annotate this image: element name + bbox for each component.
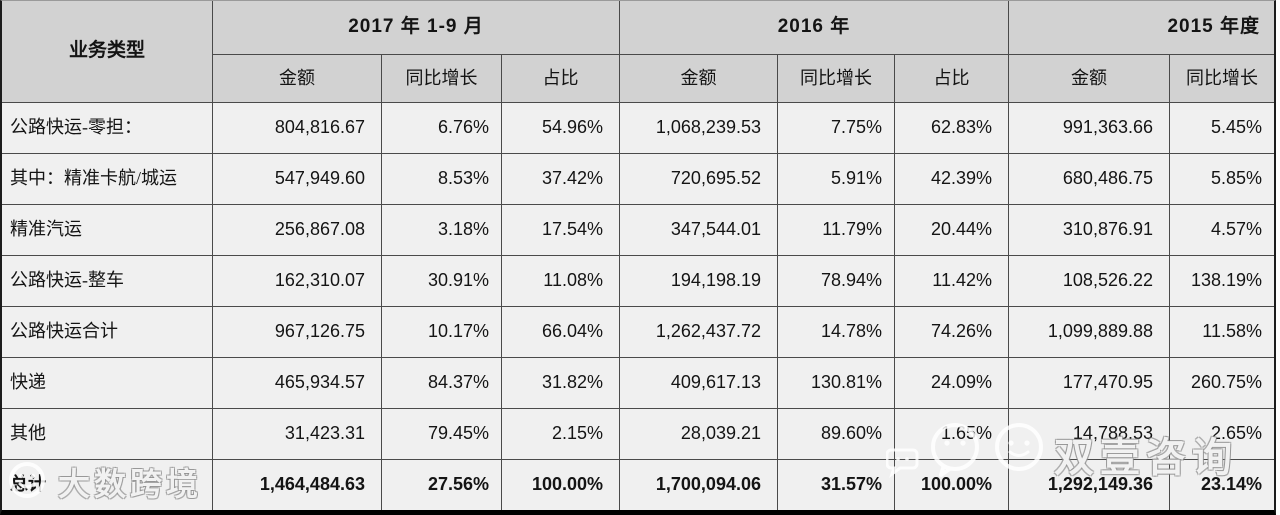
table-cell: 409,617.13: [620, 358, 778, 409]
col-header-2017-amount: 金额: [213, 55, 382, 103]
table-cell: 547,949.60: [213, 154, 382, 205]
table-cell: 680,486.75: [1009, 154, 1170, 205]
table-cell: 260.75%: [1170, 358, 1274, 409]
table-cell: 20.44%: [895, 205, 1009, 256]
table-cell: 84.37%: [382, 358, 502, 409]
table-cell: 10.17%: [382, 307, 502, 358]
table-cell: 17.54%: [502, 205, 620, 256]
table-cell: 24.09%: [895, 358, 1009, 409]
table-cell: 720,695.52: [620, 154, 778, 205]
table-cell: 1,099,889.88: [1009, 307, 1170, 358]
table-cell: 7.75%: [778, 103, 895, 154]
table-cell: 89.60%: [778, 409, 895, 460]
table-cell: 130.81%: [778, 358, 895, 409]
group-header-2017: 2017 年 1-9 月: [213, 1, 620, 55]
table-cell: 11.42%: [895, 256, 1009, 307]
table-cell: 14.78%: [778, 307, 895, 358]
col-header-2015-amount: 金额: [1009, 55, 1170, 103]
table-cell: 27.56%: [382, 460, 502, 510]
row-label: 公路快运-整车: [2, 256, 213, 307]
table-cell: 30.91%: [382, 256, 502, 307]
table-cell: 5.91%: [778, 154, 895, 205]
table-cell: 3.18%: [382, 205, 502, 256]
table-cell: 2.15%: [502, 409, 620, 460]
table-cell: 967,126.75: [213, 307, 382, 358]
table-cell: 66.04%: [502, 307, 620, 358]
table-cell: 4.57%: [1170, 205, 1274, 256]
table-cell: 177,470.95: [1009, 358, 1170, 409]
table-cell: 1,262,437.72: [620, 307, 778, 358]
table-cell: 37.42%: [502, 154, 620, 205]
table-cell: 5.85%: [1170, 154, 1274, 205]
row-label-total: 总计: [2, 460, 213, 510]
col-header-2017-share: 占比: [502, 55, 620, 103]
table-cell: 14,788.53: [1009, 409, 1170, 460]
table-cell: 1,700,094.06: [620, 460, 778, 510]
table-cell: 162,310.07: [213, 256, 382, 307]
row-label: 其他: [2, 409, 213, 460]
table-cell: 310,876.91: [1009, 205, 1170, 256]
table-cell: 100.00%: [502, 460, 620, 510]
table-cell: 31,423.31: [213, 409, 382, 460]
table-cell: 11.58%: [1170, 307, 1274, 358]
table-cell: 6.76%: [382, 103, 502, 154]
row-label: 公路快运合计: [2, 307, 213, 358]
table-cell: 11.08%: [502, 256, 620, 307]
table-cell: 54.96%: [502, 103, 620, 154]
table-cell: 11.79%: [778, 205, 895, 256]
row-label: 精准汽运: [2, 205, 213, 256]
table-cell: 804,816.67: [213, 103, 382, 154]
table-cell: 2.65%: [1170, 409, 1274, 460]
table-cell: 31.82%: [502, 358, 620, 409]
table-cell: 1,068,239.53: [620, 103, 778, 154]
table-cell: 991,363.66: [1009, 103, 1170, 154]
table-cell: 23.14%: [1170, 460, 1274, 510]
table-cell: 74.26%: [895, 307, 1009, 358]
table-cell: 1.65%: [895, 409, 1009, 460]
table-cell: 1,464,484.63: [213, 460, 382, 510]
table-cell: 8.53%: [382, 154, 502, 205]
table-cell: 31.57%: [778, 460, 895, 510]
table-cell: 465,934.57: [213, 358, 382, 409]
table-cell: 62.83%: [895, 103, 1009, 154]
table-cell: 78.94%: [778, 256, 895, 307]
corner-header-business-type: 业务类型: [2, 1, 213, 103]
col-header-2016-amount: 金额: [620, 55, 778, 103]
table-cell: 194,198.19: [620, 256, 778, 307]
group-header-2015: 2015 年度: [1009, 1, 1274, 55]
table-cell: 79.45%: [382, 409, 502, 460]
row-label: 其中：精准卡航/城运: [2, 154, 213, 205]
col-header-2017-yoy: 同比增长: [382, 55, 502, 103]
row-label: 快递: [2, 358, 213, 409]
table-cell: 100.00%: [895, 460, 1009, 510]
table-cell: 108,526.22: [1009, 256, 1170, 307]
group-header-2016: 2016 年: [620, 1, 1009, 55]
col-header-2016-share: 占比: [895, 55, 1009, 103]
table-cell: 1,292,149.36: [1009, 460, 1170, 510]
table-cell: 42.39%: [895, 154, 1009, 205]
table-cell: 5.45%: [1170, 103, 1274, 154]
row-label: 公路快运-零担：: [2, 103, 213, 154]
table-cell: 138.19%: [1170, 256, 1274, 307]
col-header-2015-yoy: 同比增长: [1170, 55, 1274, 103]
table-cell: 28,039.21: [620, 409, 778, 460]
col-header-2016-yoy: 同比增长: [778, 55, 895, 103]
table-cell: 256,867.08: [213, 205, 382, 256]
table-cell: 347,544.01: [620, 205, 778, 256]
